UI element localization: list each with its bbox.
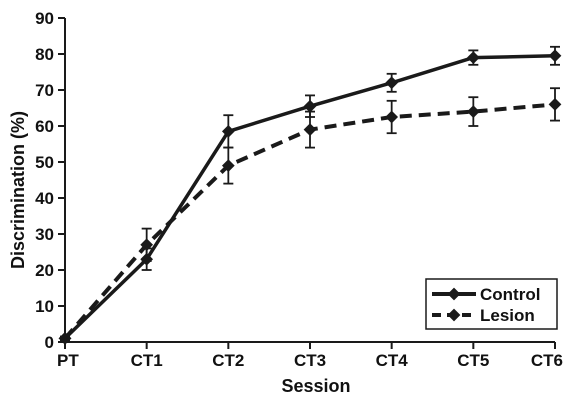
x-tick-label: CT3 — [294, 351, 326, 370]
legend-box — [425, 278, 558, 330]
legend-marker-control — [447, 287, 461, 301]
x-axis: PT CT1 CT2 CT3 CT4 CT5 CT6 — [57, 341, 563, 370]
legend-marker-lesion — [447, 308, 461, 322]
data-point — [303, 123, 317, 136]
y-tick-label: 30 — [35, 225, 54, 244]
y-tick-label: 50 — [35, 153, 54, 172]
legend-label-control: Control — [480, 285, 540, 304]
data-point — [221, 159, 235, 172]
y-tick-label: 0 — [45, 333, 54, 352]
y-tick-label: 40 — [35, 189, 54, 208]
data-point — [58, 332, 72, 345]
series-lesion — [58, 87, 562, 345]
legend-label-lesion: Lesion — [480, 306, 535, 325]
x-tick-label: CT4 — [376, 351, 409, 370]
data-point — [466, 51, 480, 64]
y-tick-label: 70 — [35, 81, 54, 100]
data-point — [548, 49, 562, 63]
x-axis-title: Session — [281, 376, 350, 396]
data-point — [385, 76, 399, 90]
y-tick-label: 90 — [35, 9, 54, 28]
data-point — [548, 98, 562, 111]
y-tick-label: 60 — [35, 117, 54, 136]
y-axis: 0 10 20 30 40 50 60 70 80 90 — [35, 9, 66, 352]
data-point — [303, 99, 317, 113]
data-point — [140, 238, 154, 252]
y-axis-title: Discrimination (%) — [8, 111, 28, 269]
legend: Control Lesion — [425, 278, 558, 330]
y-tick-label: 10 — [35, 297, 54, 316]
x-tick-label: CT1 — [131, 351, 163, 370]
series-layer — [58, 45, 562, 345]
x-tick-label: CT6 — [531, 351, 563, 370]
x-tick-label: CT5 — [457, 351, 489, 370]
y-tick-label: 20 — [35, 261, 54, 280]
x-tick-label: CT2 — [212, 351, 244, 370]
data-point — [385, 110, 399, 124]
x-tick-label: PT — [57, 351, 79, 370]
data-point — [466, 105, 480, 118]
y-tick-label: 80 — [35, 45, 54, 64]
